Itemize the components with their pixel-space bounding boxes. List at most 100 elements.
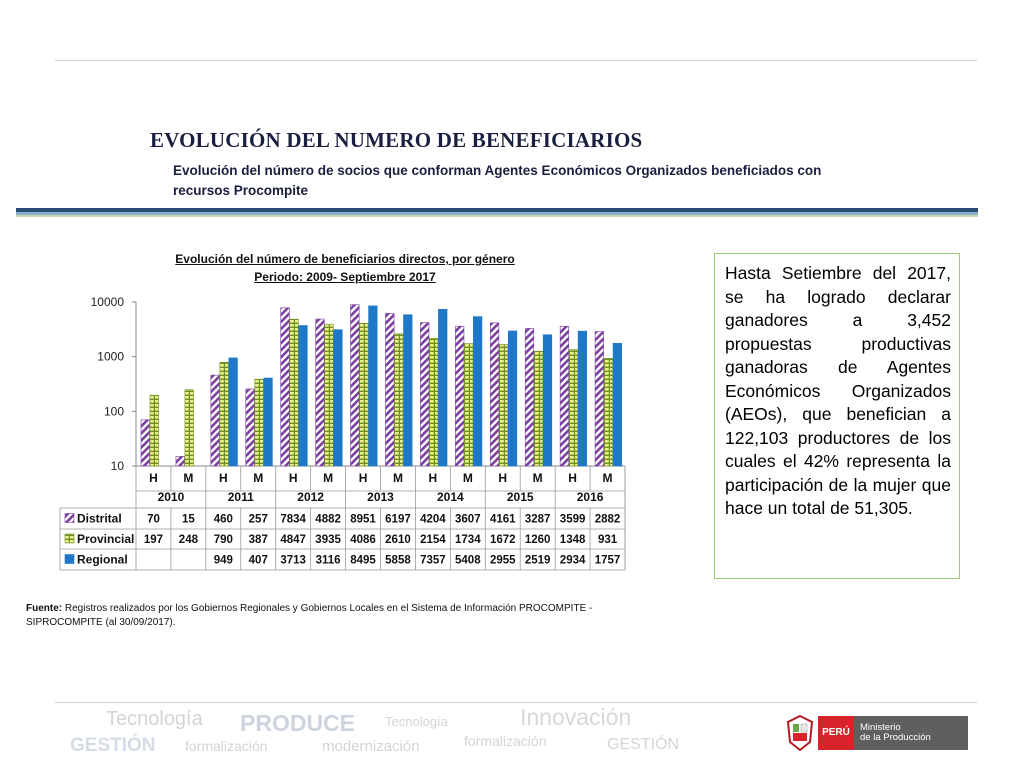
data-label: 3713 bbox=[280, 555, 306, 567]
chart-title: Evolución del número de beneficiarios di… bbox=[175, 252, 515, 266]
data-label: 1672 bbox=[490, 534, 516, 546]
header-band bbox=[16, 208, 978, 212]
legend-label: Regional bbox=[77, 553, 128, 567]
data-label: 1757 bbox=[595, 555, 621, 567]
bar-provincial bbox=[498, 344, 509, 467]
footer-watermark: Innovación bbox=[520, 704, 632, 730]
bar-regional bbox=[333, 329, 343, 467]
data-label: 8495 bbox=[350, 555, 376, 567]
footer-watermark: Tecnología bbox=[106, 708, 203, 730]
year-label: 2014 bbox=[437, 490, 464, 504]
bar-provincial bbox=[533, 350, 544, 467]
data-label: 3935 bbox=[315, 534, 341, 546]
top-divider bbox=[55, 60, 977, 61]
header-band-green bbox=[16, 215, 978, 217]
bar-provincial bbox=[568, 349, 579, 467]
page-subtitle: Evolución del número de socios que confo… bbox=[173, 163, 822, 198]
category-label: H bbox=[568, 471, 577, 485]
legend-key-regional bbox=[64, 554, 75, 564]
bar-distrital bbox=[559, 325, 570, 467]
bar-provincial bbox=[603, 358, 613, 467]
year-label: 2013 bbox=[367, 490, 394, 504]
bar-distrital bbox=[210, 374, 220, 467]
data-label: 931 bbox=[598, 534, 618, 546]
bar-provincial bbox=[464, 343, 474, 467]
source-label: Fuente: bbox=[26, 603, 63, 614]
data-label: 8951 bbox=[350, 514, 376, 526]
bar-distrital bbox=[594, 331, 604, 467]
bar-regional bbox=[403, 314, 413, 467]
bar-provincial bbox=[359, 322, 369, 467]
data-label: 4086 bbox=[350, 534, 376, 546]
bar-regional bbox=[577, 330, 588, 467]
legend-key-distrital bbox=[64, 513, 75, 523]
category-label: M bbox=[323, 471, 333, 485]
page-title: EVOLUCIÓN DEL NUMERO DE BENEFICIARIOS bbox=[150, 128, 643, 152]
bar-distrital bbox=[350, 304, 360, 467]
data-label: 15 bbox=[182, 514, 195, 526]
bar-distrital bbox=[455, 325, 465, 467]
data-label: 4204 bbox=[420, 514, 446, 526]
chart-subtitle: Periodo: 2009- Septiembre 2017 bbox=[254, 270, 436, 284]
category-label: M bbox=[393, 471, 403, 485]
data-label: 1260 bbox=[525, 534, 551, 546]
data-label: 2955 bbox=[490, 555, 516, 567]
ministry-logo-line2: de la Producción bbox=[860, 732, 931, 743]
bar-provincial bbox=[289, 318, 299, 467]
bar-distrital bbox=[524, 328, 535, 467]
category-label: H bbox=[149, 471, 158, 485]
data-label: 460 bbox=[214, 514, 233, 526]
data-label: 3607 bbox=[455, 514, 481, 526]
bar-provincial bbox=[254, 378, 264, 467]
data-label: 6197 bbox=[385, 514, 411, 526]
footer-watermark: modernización bbox=[322, 738, 420, 755]
data-label: 3287 bbox=[525, 514, 551, 526]
data-label: 197 bbox=[144, 534, 163, 546]
header-band-light bbox=[16, 212, 978, 215]
chart-bars bbox=[140, 304, 622, 467]
bar-regional bbox=[473, 316, 483, 467]
data-label: 790 bbox=[214, 534, 233, 546]
bar-provincial bbox=[184, 389, 194, 467]
data-label: 2154 bbox=[420, 534, 446, 546]
y-tick-label: 10 bbox=[111, 459, 125, 473]
y-tick-label: 100 bbox=[104, 404, 124, 418]
data-label: 4882 bbox=[315, 514, 341, 526]
category-label: M bbox=[253, 471, 263, 485]
data-label: 3599 bbox=[560, 514, 586, 526]
footer-watermark: PRODUCE bbox=[240, 710, 356, 736]
category-label: H bbox=[359, 471, 368, 485]
data-label: 2519 bbox=[525, 555, 551, 567]
bar-distrital bbox=[140, 419, 150, 467]
category-label: M bbox=[603, 471, 613, 485]
data-label: 7834 bbox=[280, 514, 306, 526]
bar-provincial bbox=[429, 338, 439, 467]
y-tick-label: 10000 bbox=[91, 295, 125, 309]
ministry-logo-text: Ministerio de la Producción bbox=[860, 723, 931, 743]
bar-regional bbox=[438, 308, 448, 467]
footer-watermark: formalización bbox=[464, 733, 547, 749]
legend-label: Provincial bbox=[77, 532, 134, 546]
data-label: 5408 bbox=[455, 555, 481, 567]
bar-distrital bbox=[175, 456, 185, 467]
bar-regional bbox=[507, 330, 518, 467]
bar-regional bbox=[263, 377, 273, 467]
bar-provincial bbox=[149, 394, 159, 467]
bar-distrital bbox=[385, 313, 395, 467]
data-label: 4161 bbox=[490, 514, 516, 526]
source-note: Fuente: Registros realizados por los Gob… bbox=[26, 602, 626, 630]
bar-distrital bbox=[245, 388, 255, 467]
data-label: 7357 bbox=[420, 555, 446, 567]
data-label: 248 bbox=[179, 534, 199, 546]
footer-divider bbox=[55, 702, 977, 703]
category-label: M bbox=[183, 471, 193, 485]
data-label: 3116 bbox=[316, 555, 341, 567]
coat-of-arms-icon bbox=[786, 714, 814, 752]
year-label: 2016 bbox=[577, 490, 604, 504]
data-label: 2934 bbox=[560, 555, 586, 567]
data-label: 2882 bbox=[595, 514, 621, 526]
bar-regional bbox=[228, 357, 238, 467]
legend-label: Distrital bbox=[77, 512, 122, 526]
peru-logo: PERÚ bbox=[818, 716, 854, 750]
